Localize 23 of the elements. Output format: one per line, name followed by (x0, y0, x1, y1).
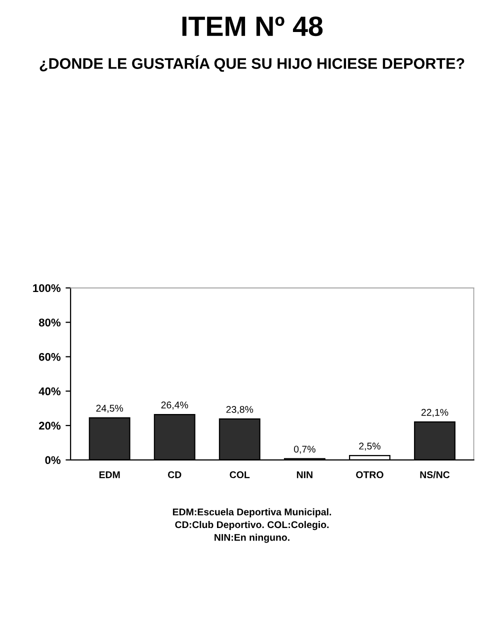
data-label: 24,5% (96, 404, 124, 413)
data-label: 0,7% (294, 446, 316, 454)
y-tick-label: 60% (39, 352, 61, 361)
x-tick-label: NIN (296, 471, 312, 478)
data-label: 22,1% (421, 408, 448, 417)
text: CD:Club Deportivo. COL:Colegio. (175, 520, 329, 530)
y-tick-label: 80% (38, 318, 61, 326)
y-tick-label: 100% (33, 284, 61, 292)
x-tick-label: NS/NC (420, 471, 450, 478)
y-tick-label: 0% (45, 456, 61, 464)
x-tick-label: EDM (99, 471, 120, 478)
chart-subtitle: ¿DONDE LE GUSTARÍA QUE SU HIJO HICIESE DEPORTE? (40, 55, 464, 72)
y-tick-label: 20% (38, 422, 61, 430)
text: NIN:En ninguno. (214, 534, 290, 543)
chart-title: ITEM Nº 48 (182, 16, 323, 36)
x-tick-label: CD (168, 471, 182, 478)
y-tick-label: 40% (38, 387, 61, 396)
data-label: 2,5% (359, 442, 380, 451)
x-tick-label: OTRO (356, 471, 384, 478)
text: EDM:Escuela Deportiva Municipal. (172, 508, 332, 518)
data-label: 26,4% (161, 402, 188, 410)
x-tick-label: COL (230, 471, 250, 478)
data-label: 23,8% (226, 406, 254, 414)
